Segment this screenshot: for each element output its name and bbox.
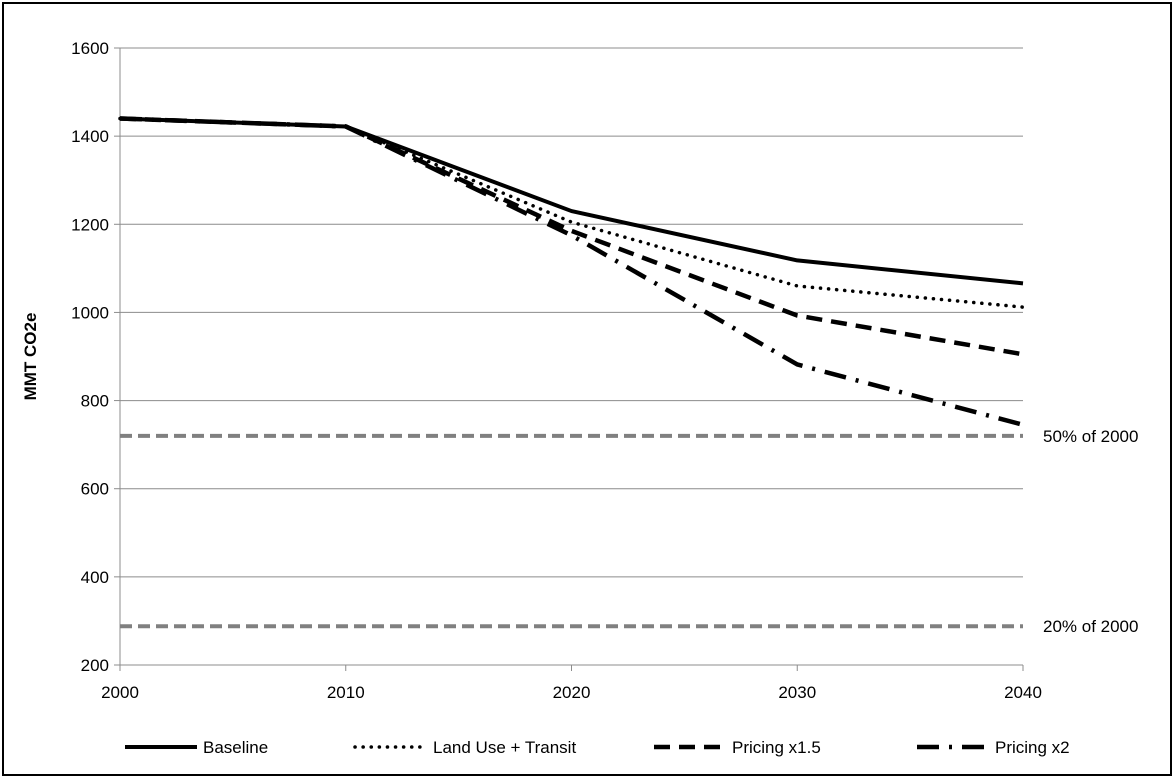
y-axis-title: MMT CO2e (21, 313, 40, 401)
x-tick-label: 2030 (778, 683, 816, 702)
y-tick-label: 600 (81, 480, 109, 499)
legend-label: Land Use + Transit (433, 738, 576, 757)
y-tick-label: 800 (81, 392, 109, 411)
y-tick-label: 1200 (71, 215, 109, 234)
series-line-dotted (118, 116, 1025, 309)
x-tick-label: 2010 (327, 683, 365, 702)
y-tick-label: 400 (81, 568, 109, 587)
series-line-solid (119, 116, 1024, 286)
x-tick-label: 2000 (101, 683, 139, 702)
legend-label: Pricing x2 (995, 738, 1070, 757)
reference-line-label: 50% of 2000 (1043, 427, 1138, 446)
series-line-dashed (119, 116, 1024, 357)
y-tick-label: 1600 (71, 39, 109, 58)
legend-label: Pricing x1.5 (732, 738, 821, 757)
y-tick-label: 200 (81, 656, 109, 675)
y-tick-label: 1400 (71, 127, 109, 146)
reference-line-label: 20% of 2000 (1043, 617, 1138, 636)
series-line-dash-dot (119, 116, 1024, 427)
y-tick-label: 1000 (71, 303, 109, 322)
legend-label: Baseline (203, 738, 268, 757)
x-tick-label: 2040 (1004, 683, 1042, 702)
x-tick-label: 2020 (553, 683, 591, 702)
